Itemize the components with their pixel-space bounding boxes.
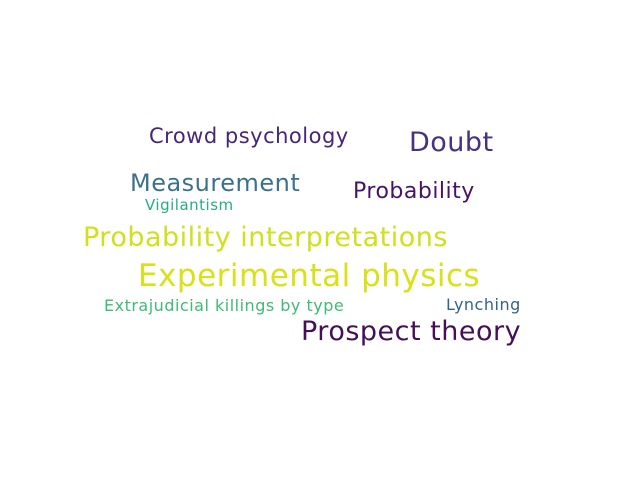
word-extrajudicial-killings-by-type: Extrajudicial killings by type — [104, 296, 345, 315]
word-lynching: Lynching — [446, 295, 521, 314]
word-crowd-psychology: Crowd psychology — [149, 124, 349, 148]
word-vigilantism: Vigilantism — [145, 196, 234, 214]
word-probability-interpretations: Probability interpretations — [83, 222, 448, 253]
word-probability: Probability — [353, 179, 475, 204]
word-doubt: Doubt — [409, 127, 494, 158]
word-experimental-physics: Experimental physics — [138, 258, 481, 294]
word-measurement: Measurement — [130, 169, 301, 197]
word-prospect-theory: Prospect theory — [301, 316, 522, 347]
